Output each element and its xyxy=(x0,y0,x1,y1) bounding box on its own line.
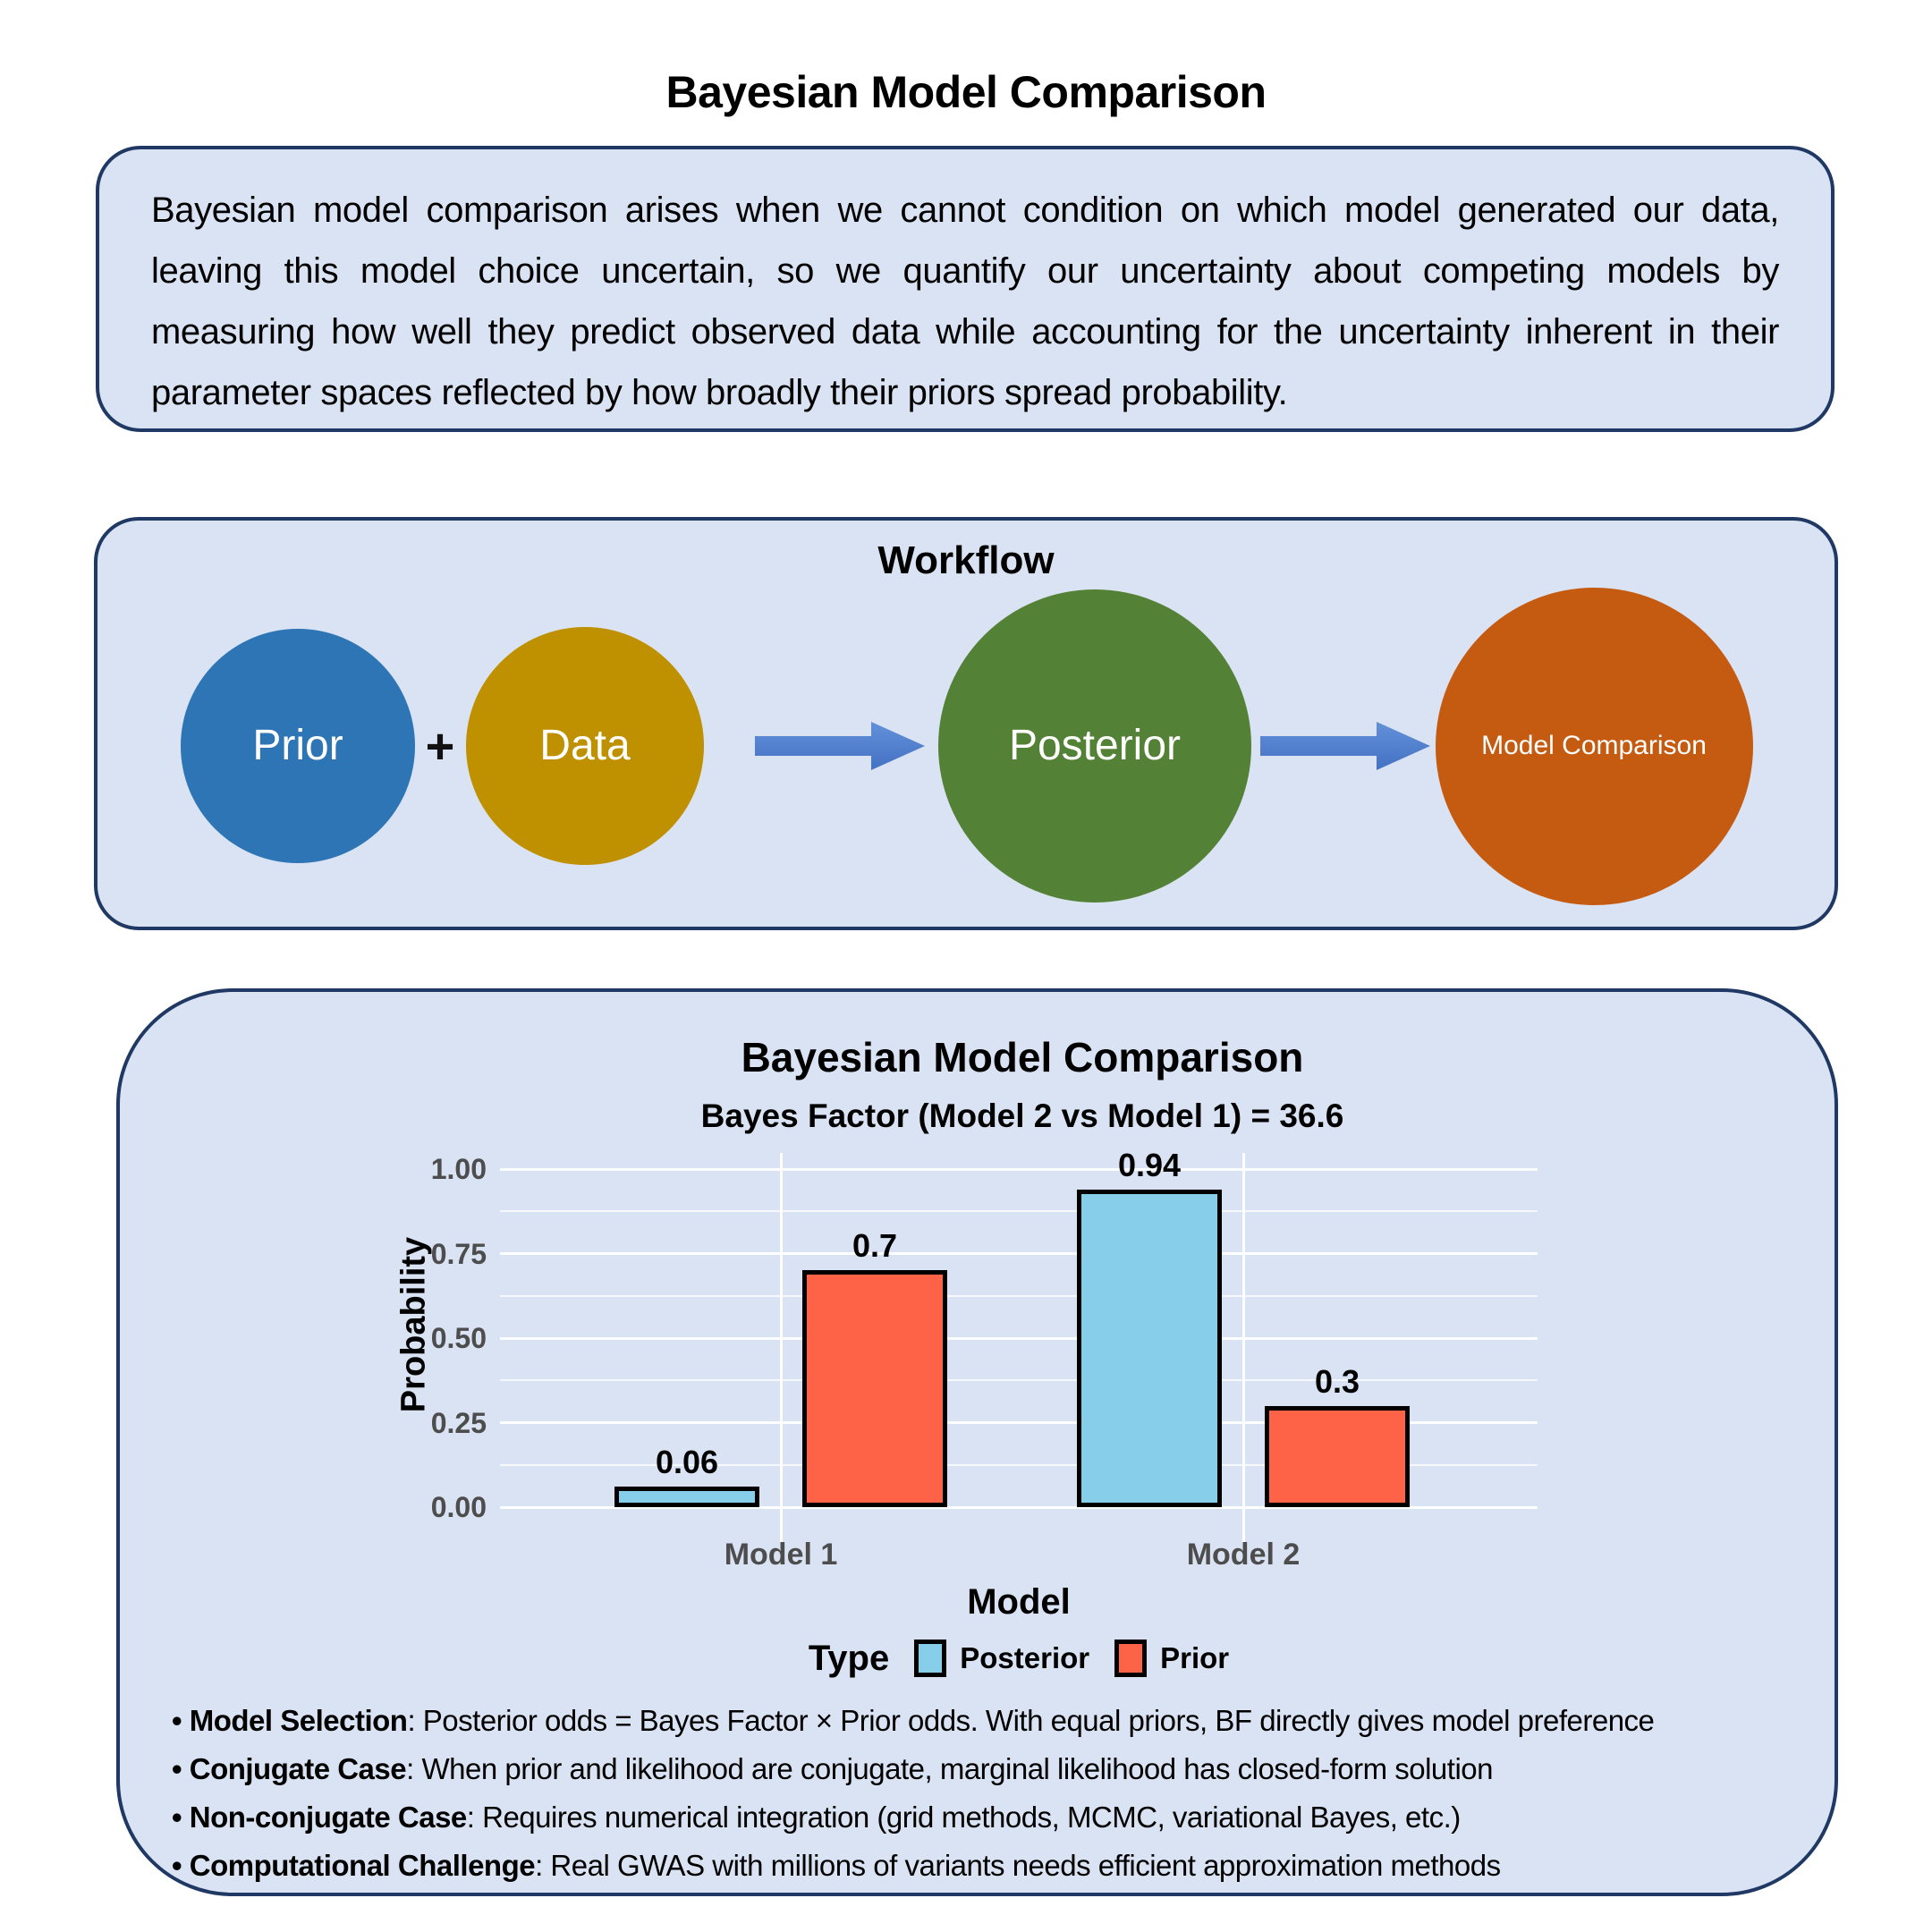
chart-title: Bayesian Model Comparison xyxy=(741,1034,1304,1080)
flow-arrow-icon xyxy=(755,719,925,773)
bar-value-label: 0.3 xyxy=(1314,1363,1360,1400)
workflow-node-label: Posterior xyxy=(1008,722,1182,769)
plus-operator: + xyxy=(425,717,455,775)
x-tick-label: Model 2 xyxy=(1186,1538,1301,1572)
bar-value-label: 0.06 xyxy=(655,1444,719,1480)
y-tick-label: 0.75 xyxy=(430,1237,487,1270)
gridline-minor xyxy=(500,1379,1538,1382)
workflow-node-data: Data xyxy=(466,627,704,865)
legend-title: Type xyxy=(808,1638,890,1678)
legend-label-posterior: Posterior xyxy=(960,1641,1090,1674)
notes-list: • Model Selection: Posterior odds = Baye… xyxy=(172,1697,1826,1890)
page-title: Bayesian Model Comparison xyxy=(665,66,1267,117)
note-item: • Conjugate Case: When prior and likelih… xyxy=(172,1745,1826,1793)
gridline-vertical xyxy=(1241,1153,1245,1551)
note-item: • Model Selection: Posterior odds = Baye… xyxy=(172,1697,1826,1745)
y-tick-label: 0.00 xyxy=(430,1491,487,1523)
gridline-minor xyxy=(500,1294,1538,1297)
legend-item-posterior: Posterior xyxy=(914,1640,1089,1677)
bullet-icon: • xyxy=(172,1801,190,1834)
legend-swatch-prior xyxy=(1114,1640,1148,1677)
y-tick-label: 0.50 xyxy=(430,1322,487,1354)
chart-subtitle: Bayes Factor (Model 2 vs Model 1) = 36.6 xyxy=(700,1097,1344,1134)
workflow-node-model-comparison: Model Comparison xyxy=(1435,587,1753,905)
gridline-minor xyxy=(500,1210,1538,1213)
note-term: Model Selection xyxy=(189,1704,408,1737)
note-item: • Non-conjugate Case: Requires numerical… xyxy=(172,1793,1826,1842)
y-tick-label: 1.00 xyxy=(430,1153,487,1185)
intro-text: Bayesian model comparison arises when we… xyxy=(151,191,1779,412)
chart-panel: 0.06 0.7 0.94 0.3 xyxy=(500,1147,1538,1551)
bar-value-label: 0.7 xyxy=(852,1227,898,1264)
gridline-major xyxy=(500,1505,1538,1509)
workflow-node-label: Model Comparison xyxy=(1481,731,1707,761)
intro-box: Bayesian model comparison arises when we… xyxy=(96,146,1835,432)
flow-arrow-icon xyxy=(1260,719,1430,773)
chart-box: Bayesian Model Comparison Bayes Factor (… xyxy=(116,988,1838,1896)
gridline-major xyxy=(500,1167,1538,1171)
workflow-node-prior: Prior xyxy=(181,629,415,863)
chart-legend: Type Posterior Prior xyxy=(393,1636,1645,1681)
note-text: : Posterior odds = Bayes Factor × Prior … xyxy=(407,1704,1655,1737)
note-text: : When prior and likelihood are conjugat… xyxy=(406,1752,1493,1785)
bar-prior-1 xyxy=(802,1270,947,1507)
y-tick-label: 0.25 xyxy=(430,1406,487,1439)
note-text: : Requires numerical integration (grid m… xyxy=(466,1801,1461,1834)
gridline-minor xyxy=(500,1463,1538,1466)
bar-posterior-2 xyxy=(1077,1190,1222,1507)
x-axis-title: Model xyxy=(967,1582,1071,1622)
bullet-icon: • xyxy=(172,1752,190,1785)
note-term: Computational Challenge xyxy=(189,1849,536,1882)
bullet-icon: • xyxy=(172,1849,190,1882)
gridline-major xyxy=(500,1336,1538,1340)
note-text: : Real GWAS with millions of variants ne… xyxy=(535,1849,1501,1882)
workflow-node-label: Data xyxy=(539,722,631,769)
note-item: • Computational Challenge: Real GWAS wit… xyxy=(172,1842,1826,1890)
x-tick-label: Model 1 xyxy=(724,1538,838,1572)
workflow-box: Workflow Prior + Data Posterior Model Comp… xyxy=(94,517,1838,930)
bullet-icon: • xyxy=(172,1704,190,1737)
gridline-vertical xyxy=(779,1153,783,1551)
note-term: Conjugate Case xyxy=(189,1752,407,1785)
workflow-title: Workflow xyxy=(877,538,1055,582)
bar-posterior-1 xyxy=(614,1487,759,1507)
legend-item-prior: Prior xyxy=(1114,1640,1229,1677)
bar-value-label: 0.94 xyxy=(1117,1147,1182,1183)
gridline-major xyxy=(500,1421,1538,1424)
workflow-node-label: Prior xyxy=(252,722,343,769)
note-term: Non-conjugate Case xyxy=(189,1801,468,1834)
bar-prior-2 xyxy=(1265,1406,1410,1507)
legend-swatch-posterior xyxy=(914,1640,947,1677)
workflow-node-posterior: Posterior xyxy=(938,589,1251,902)
gridline-major xyxy=(500,1252,1538,1255)
legend-label-prior: Prior xyxy=(1160,1641,1230,1674)
